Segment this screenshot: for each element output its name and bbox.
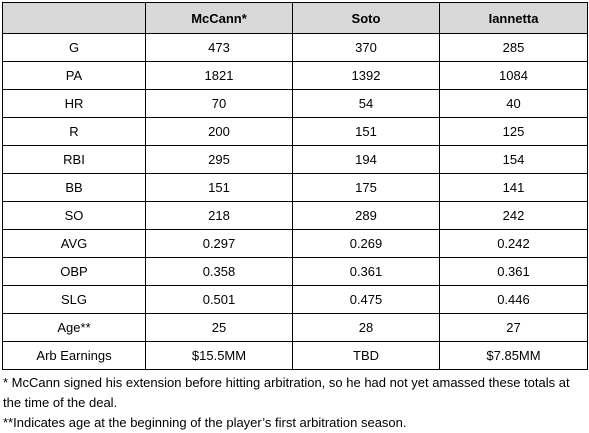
table-row: G 473 370 285 (2, 33, 588, 62)
table-row: RBI 295 194 154 (2, 145, 588, 174)
row-label: OBP (2, 257, 146, 286)
table-row: BB 151 175 141 (2, 173, 588, 202)
table-cell: 1084 (439, 61, 588, 90)
row-label: HR (2, 89, 146, 118)
header-iannetta: Iannetta (439, 2, 588, 34)
table-row: Arb Earnings $15.5MM TBD $7.85MM (2, 341, 588, 370)
table-cell: 1821 (145, 61, 293, 90)
table-cell: TBD (292, 341, 440, 370)
table-cell: 125 (439, 117, 588, 146)
table-cell: 473 (145, 33, 293, 62)
row-label: R (2, 117, 146, 146)
table-cell: 28 (292, 313, 440, 342)
table-row: OBP 0.358 0.361 0.361 (2, 257, 588, 286)
footnotes: * McCann signed his extension before hit… (2, 373, 587, 433)
table-cell: 285 (439, 33, 588, 62)
table-row: R 200 151 125 (2, 117, 588, 146)
table-row: AVG 0.297 0.269 0.242 (2, 229, 588, 258)
table-cell: 0.361 (439, 257, 588, 286)
table-cell: 370 (292, 33, 440, 62)
row-label: BB (2, 173, 146, 202)
table-cell: 175 (292, 173, 440, 202)
table-row: SO 218 289 242 (2, 201, 588, 230)
table-cell: 295 (145, 145, 293, 174)
header-row: McCann* Soto Iannetta (2, 2, 588, 34)
header-soto: Soto (292, 2, 440, 34)
table-row: Age** 25 28 27 (2, 313, 588, 342)
header-mccann: McCann* (145, 2, 293, 34)
table-cell: 54 (292, 89, 440, 118)
footnote-mccann: * McCann signed his extension before hit… (3, 375, 570, 410)
table-cell: 40 (439, 89, 588, 118)
table-row: SLG 0.501 0.475 0.446 (2, 285, 588, 314)
table-cell: 218 (145, 201, 293, 230)
row-label: Arb Earnings (2, 341, 146, 370)
table-row: HR 70 54 40 (2, 89, 588, 118)
table-cell: 0.269 (292, 229, 440, 258)
table-cell: 0.242 (439, 229, 588, 258)
row-label: RBI (2, 145, 146, 174)
table-cell: $7.85MM (439, 341, 588, 370)
footnote-age: **Indicates age at the beginning of the … (3, 415, 407, 430)
row-label: Age** (2, 313, 146, 342)
table-cell: 289 (292, 201, 440, 230)
table-cell: 194 (292, 145, 440, 174)
table-row: PA 1821 1392 1084 (2, 61, 588, 90)
table-cell: 27 (439, 313, 588, 342)
table-cell: 1392 (292, 61, 440, 90)
table-cell: 0.358 (145, 257, 293, 286)
table-cell: 242 (439, 201, 588, 230)
row-label: AVG (2, 229, 146, 258)
table-cell: 151 (292, 117, 440, 146)
table-cell: 70 (145, 89, 293, 118)
row-label: SO (2, 201, 146, 230)
header-corner-cell (2, 2, 146, 34)
table-cell: $15.5MM (145, 341, 293, 370)
row-label: PA (2, 61, 146, 90)
table-cell: 0.501 (145, 285, 293, 314)
table-cell: 154 (439, 145, 588, 174)
table-cell: 200 (145, 117, 293, 146)
table-cell: 0.446 (439, 285, 588, 314)
table-cell: 151 (145, 173, 293, 202)
table-cell: 0.361 (292, 257, 440, 286)
row-label: SLG (2, 285, 146, 314)
table-cell: 0.297 (145, 229, 293, 258)
table-cell: 0.475 (292, 285, 440, 314)
row-label: G (2, 33, 146, 62)
table-cell: 141 (439, 173, 588, 202)
stats-table: McCann* Soto Iannetta G 473 370 285 PA 1… (2, 2, 588, 370)
table-cell: 25 (145, 313, 293, 342)
